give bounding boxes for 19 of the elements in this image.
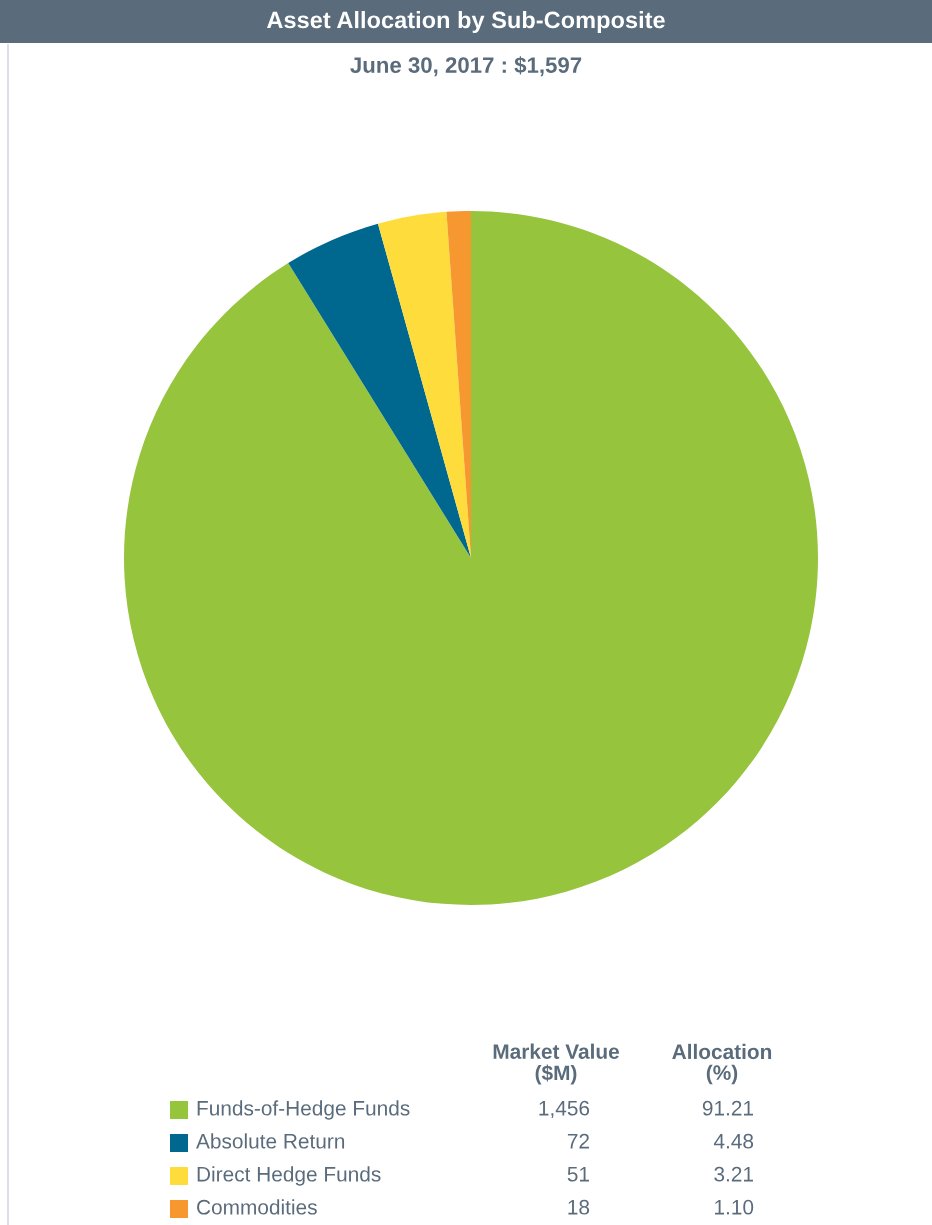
chart-subtitle: June 30, 2017 : $1,597 — [350, 56, 582, 77]
text: 4.48 — [713, 1133, 754, 1149]
text: 91.21 — [702, 1100, 753, 1116]
legend-label: Direct Hedge Funds — [197, 1166, 381, 1186]
data-label: 1,456 — [539, 1100, 590, 1119]
text: 3.21 — [714, 1166, 753, 1182]
text: Market Value ($M) — [493, 1043, 619, 1085]
legend-label: Commodities — [197, 1199, 317, 1215]
data-label: 51 — [567, 1167, 589, 1182]
legend-label: Absolute Return — [196, 1133, 345, 1149]
data-label: 72 — [567, 1133, 589, 1149]
pie-slice — [377, 211, 471, 558]
chart-title: Asset Allocation by Sub-Composite — [266, 11, 665, 33]
text: 1.10 — [715, 1199, 754, 1215]
legend-label: Funds-of-Hedge Funds — [197, 1100, 410, 1120]
data-label: 18 — [568, 1199, 590, 1215]
pie-slice — [288, 223, 471, 558]
text: Allocation (%) — [672, 1043, 772, 1085]
pie-slice — [124, 211, 818, 905]
